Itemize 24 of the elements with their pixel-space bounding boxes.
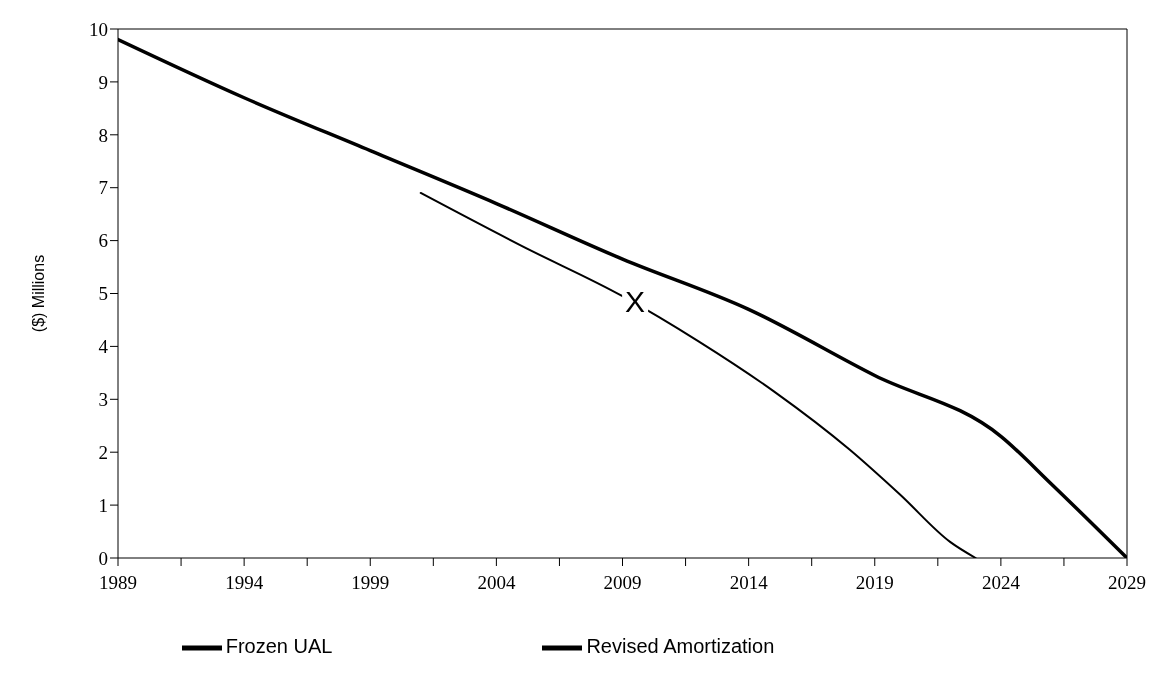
y-axis-title: ($) Millions: [29, 254, 47, 333]
y-tick-label: 2: [98, 441, 108, 463]
legend-label: Frozen UAL: [225, 635, 333, 658]
x-tick-label: 2029: [1108, 572, 1146, 594]
annotation: X: [625, 284, 646, 318]
x-tick-label: 2014: [729, 572, 769, 594]
y-tick-label: 3: [98, 389, 108, 411]
x-tick-label: 2019: [855, 572, 894, 594]
y-tick-label: 7: [98, 177, 108, 199]
x-tick-label: 1994: [225, 572, 264, 594]
y-tick-label: 10: [89, 18, 108, 40]
x-tick-label: 1999: [351, 572, 390, 594]
legend-label: Revised Amortization: [586, 635, 775, 658]
y-tick-label: 4: [98, 336, 109, 358]
y-tick-label: 5: [98, 283, 108, 305]
y-tick-label: 6: [98, 230, 108, 252]
x-tick-label: 2004: [477, 572, 516, 594]
y-tick-label: 8: [98, 124, 108, 146]
x-tick-label: 2024: [981, 572, 1021, 594]
y-tick-label: 0: [98, 547, 108, 569]
x-tick-label: 2009: [603, 572, 642, 594]
y-tick-label: 9: [98, 71, 108, 93]
y-tick-label: 1: [98, 494, 108, 516]
x-tick-label: 1989: [99, 572, 137, 594]
